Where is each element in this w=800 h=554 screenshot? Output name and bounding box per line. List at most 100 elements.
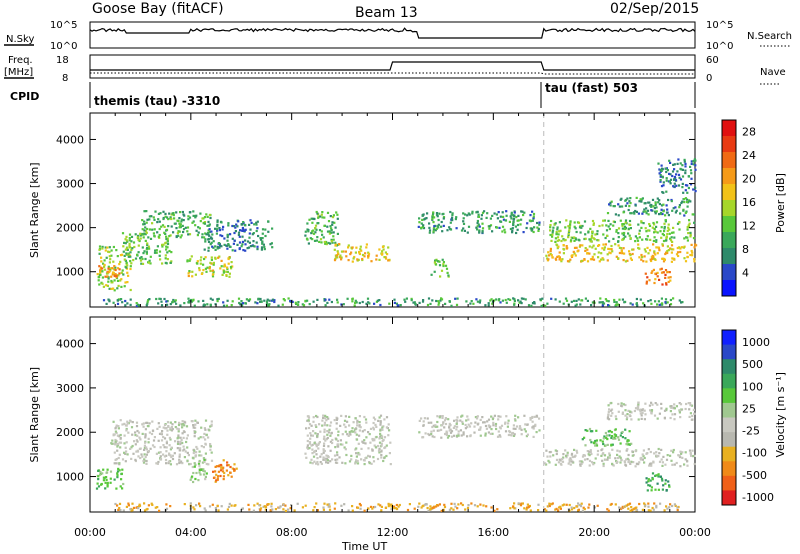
data-pixel [136,434,139,437]
data-pixel [363,459,366,462]
data-pixel [579,464,582,467]
data-pixel [442,261,445,264]
data-pixel [557,233,560,236]
data-pixel [551,502,554,505]
data-pixel [367,255,370,258]
data-pixel [146,507,149,511]
data-pixel [192,299,195,302]
data-pixel [205,433,208,436]
data-pixel [177,234,180,237]
data-pixel [245,298,248,301]
data-pixel [590,236,593,239]
data-pixel [555,458,559,461]
data-pixel [609,204,612,207]
data-pixel [674,206,677,209]
data-pixel [668,172,671,175]
data-pixel [490,415,493,418]
data-pixel [574,254,577,257]
data-pixel [145,251,148,254]
data-pixel [675,461,678,465]
data-pixel [684,197,687,200]
data-pixel [121,269,124,272]
data-pixel [662,234,665,237]
data-pixel [143,453,146,456]
data-pixel [430,433,433,436]
data-pixel [382,425,385,428]
data-pixel [569,457,572,460]
data-pixel [600,301,603,304]
data-pixel [367,252,371,256]
data-pixel [381,428,384,431]
data-pixel [337,243,341,246]
data-pixel [669,303,673,306]
colorbar-swatch [722,264,736,281]
data-pixel [347,259,350,262]
data-pixel [176,232,179,235]
data-pixel [210,236,213,239]
data-pixel [200,272,203,275]
data-pixel [183,214,186,217]
data-pixel [617,257,620,260]
data-pixel [164,215,167,218]
data-pixel [475,226,478,229]
data-pixel [116,504,119,507]
data-pixel [183,424,186,427]
data-pixel [169,303,172,306]
data-pixel [139,257,142,260]
data-pixel [109,477,112,480]
data-pixel [97,478,100,481]
data-pixel [506,425,509,428]
noise-right-tick-top: 10^5 [706,20,733,31]
data-pixel [577,221,581,224]
data-pixel [110,287,113,290]
data-pixel [137,251,140,254]
data-pixel [307,230,310,233]
data-pixel [533,302,536,305]
data-pixel [601,301,604,304]
data-pixel [635,509,639,512]
data-pixel [165,442,168,445]
data-pixel [638,502,641,506]
data-pixel [358,415,361,418]
data-pixel [142,422,145,425]
data-pixel [684,189,687,192]
data-pixel [533,301,536,304]
data-pixel [178,421,181,424]
data-pixel [121,458,125,461]
data-pixel [145,231,148,234]
data-pixel [464,423,467,427]
data-pixel [125,235,128,238]
data-pixel [126,453,129,456]
data-pixel [114,430,117,433]
data-pixel [643,255,646,258]
data-pixel [618,251,621,255]
data-pixel [119,446,122,449]
data-pixel [584,249,587,252]
data-pixel [197,231,200,234]
data-pixel [365,246,368,249]
data-pixel [487,424,490,427]
data-pixel [692,188,695,191]
data-pixel [181,224,184,227]
data-pixel [649,204,652,207]
data-pixel [494,422,498,426]
data-pixel [688,415,691,418]
data-pixel [443,503,446,506]
data-pixel [235,467,238,470]
data-pixel [634,240,637,243]
data-pixel [679,409,682,412]
data-pixel [551,235,554,238]
data-pixel [323,424,326,427]
data-pixel [546,505,549,508]
data-pixel [688,222,691,225]
data-pixel [520,428,523,431]
data-pixel [469,434,472,437]
data-pixel [134,257,138,260]
data-pixel [359,245,362,248]
data-pixel [535,414,538,417]
data-pixel [328,428,331,431]
data-pixel [219,474,222,478]
data-pixel [431,217,434,220]
data-pixel [199,436,202,439]
